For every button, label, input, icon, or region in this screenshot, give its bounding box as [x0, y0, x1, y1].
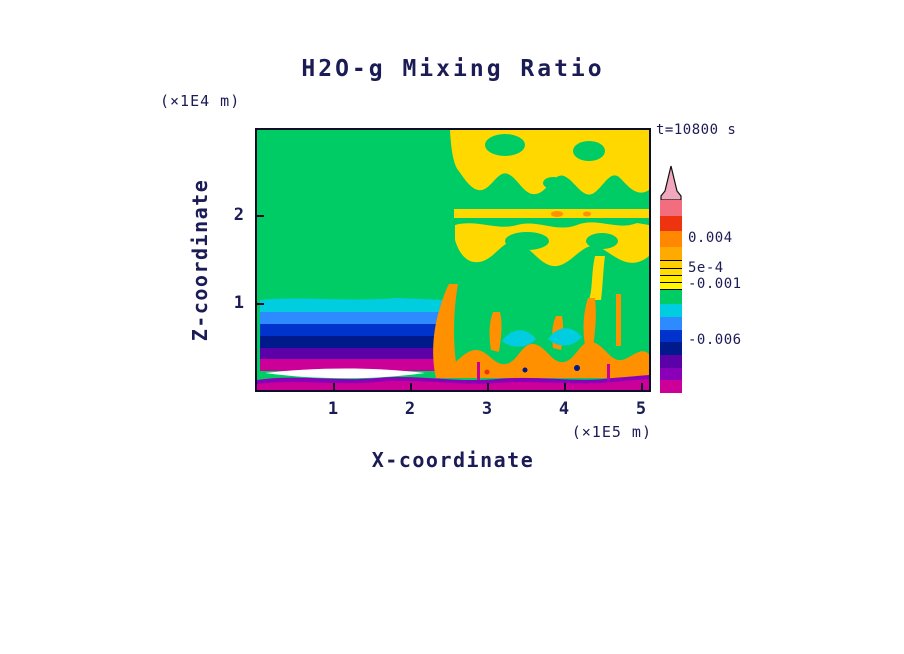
- plot-area: [255, 128, 651, 392]
- x-axis-tick: [487, 383, 489, 390]
- colorbar-arrow-path: [660, 165, 682, 201]
- colorbar-segment: [660, 200, 682, 216]
- contour-region-bottom-band: [257, 362, 649, 390]
- colorbar-segment: [660, 316, 682, 330]
- colorbar-segment: [660, 281, 682, 289]
- contour-region-cold-pool: [260, 298, 448, 371]
- chart-title: H2O-g Mixing Ratio: [301, 56, 605, 82]
- z-tick-label-1: 1: [233, 293, 244, 313]
- x-axis-label: X-coordinate: [371, 448, 535, 472]
- colorbar-segment: [660, 380, 682, 393]
- colorbar-segment: [660, 275, 682, 282]
- time-annotation: t=10800 s: [656, 122, 737, 138]
- x-tick-label-5: 5: [635, 399, 647, 419]
- x-unit-label: (×1E5 m): [571, 423, 652, 441]
- colorbar-arrow: [660, 165, 682, 201]
- colorbar-segment: [660, 342, 682, 355]
- colorbar-segment: [660, 231, 682, 247]
- x-axis-tick: [333, 383, 335, 390]
- colorbar-segment: [660, 215, 682, 232]
- colorbar-segment: [660, 246, 682, 261]
- x-tick-label-3: 3: [481, 399, 493, 419]
- contour-region-cyan-pockets: [484, 328, 582, 375]
- z-tick-label-2: 2: [233, 205, 244, 225]
- x-tick-label-1: 1: [327, 399, 339, 419]
- contour-region-yellow-streak: [454, 209, 649, 218]
- x-axis-tick: [564, 383, 566, 390]
- colorbar: [660, 200, 682, 393]
- contour-field: [257, 130, 649, 390]
- colorbar-segment: [660, 260, 682, 269]
- contour-region-yellow-upper: [450, 130, 649, 195]
- colorbar-segment: [660, 268, 682, 276]
- colorbar-segment: [660, 329, 682, 343]
- colorbar-label-neg0001: -0.001: [688, 276, 742, 292]
- z-unit-label: (×1E4 m): [160, 92, 241, 110]
- y-axis-label: Z-coordinate: [188, 178, 212, 342]
- x-tick-label-2: 2: [404, 399, 416, 419]
- x-axis-tick: [410, 383, 412, 390]
- colorbar-segment: [660, 367, 682, 381]
- x-axis-tick: [641, 383, 643, 390]
- contour-region-yellow-mid: [455, 222, 649, 300]
- colorbar-segment: [660, 304, 682, 317]
- colorbar-label-neg0006: -0.006: [688, 332, 742, 348]
- z-axis-tick: [257, 303, 264, 305]
- colorbar-label-5e-4: 5e-4: [688, 260, 724, 276]
- colorbar-label-0004: 0.004: [688, 230, 733, 246]
- x-tick-label-4: 4: [558, 399, 570, 419]
- z-axis-tick: [257, 215, 264, 217]
- colorbar-segment: [660, 354, 682, 368]
- colorbar-segment: [660, 288, 682, 305]
